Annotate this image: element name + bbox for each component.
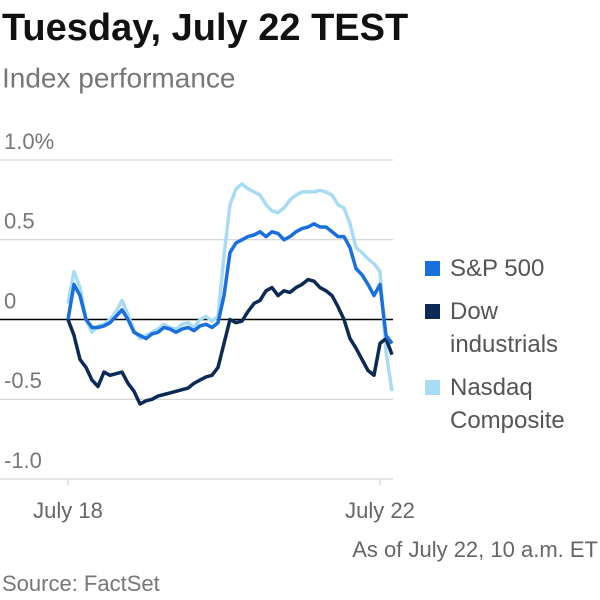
series-line (66, 277, 394, 406)
y-tick-label: 0 (4, 288, 16, 313)
legend-label: Nasdaq Composite (450, 374, 565, 434)
source: Source: FactSet (2, 571, 160, 596)
series-line (66, 182, 394, 392)
legend-label: S&P 500 (450, 255, 545, 282)
y-tick-label: -1.0 (4, 448, 42, 473)
note: As of July 22, 10 a.m. ET (352, 537, 598, 562)
legend-swatch (425, 304, 440, 319)
legend-item: Dow industrials (425, 295, 595, 361)
x-tick-label: July 18 (33, 498, 103, 523)
y-tick-label: -0.5 (4, 368, 42, 393)
legend-swatch (425, 380, 440, 395)
chart-subtitle: Index performance (2, 62, 235, 93)
legend-swatch (425, 261, 440, 276)
legend: S&P 500 Dow industrials Nasdaq Composite (425, 252, 595, 447)
legend-label: Dow industrials (450, 298, 559, 358)
x-tick-label: July 22 (345, 498, 415, 523)
chart-title: Tuesday, July 22 TEST (2, 7, 408, 49)
series-line (66, 222, 394, 345)
legend-item: Nasdaq Composite (425, 371, 595, 437)
y-tick-label: 1.0% (4, 129, 54, 154)
legend-item: S&P 500 (425, 252, 595, 285)
y-tick-label: 0.5 (4, 209, 35, 234)
